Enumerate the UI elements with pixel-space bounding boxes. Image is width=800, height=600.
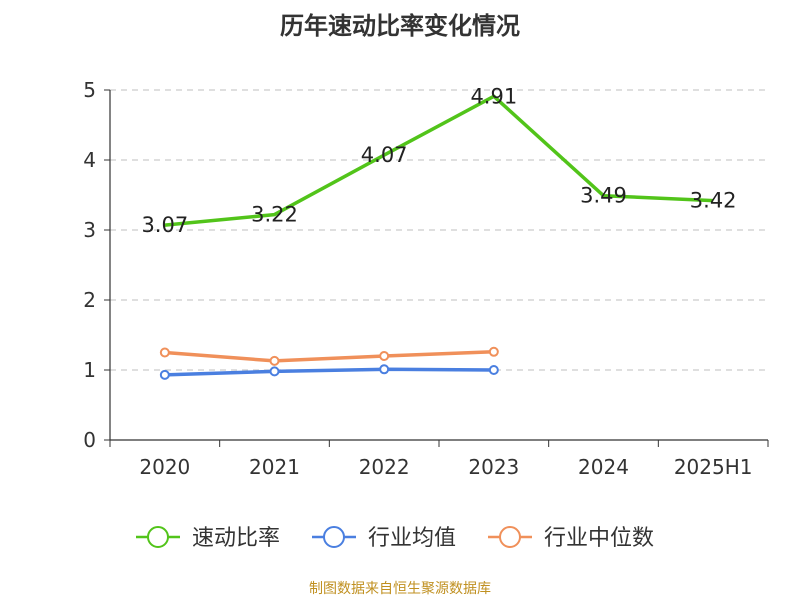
x-tick-label: 2024 <box>578 455 629 479</box>
data-label: 4.07 <box>361 143 408 167</box>
data-point[interactable] <box>379 364 390 375</box>
data-point[interactable] <box>159 369 170 380</box>
data-point[interactable] <box>488 365 499 375</box>
data-point[interactable] <box>269 355 280 366</box>
data-label: 3.22 <box>251 203 298 227</box>
legend-marker <box>499 526 521 548</box>
legend-marker <box>147 526 169 548</box>
y-tick-label: 5 <box>83 78 96 102</box>
data-label: 3.07 <box>141 213 188 237</box>
x-tick-label: 2023 <box>468 455 519 479</box>
y-tick-label: 0 <box>83 428 96 452</box>
x-tick-label: 2022 <box>359 455 410 479</box>
data-point[interactable] <box>379 351 390 361</box>
data-point[interactable] <box>269 366 280 377</box>
y-tick-label: 2 <box>83 288 96 312</box>
chart-title: 历年速动比率变化情况 <box>280 12 520 40</box>
y-tick-label: 4 <box>83 148 96 172</box>
legend-marker <box>323 526 345 548</box>
series-line-1 <box>164 94 714 227</box>
data-label: 4.91 <box>470 84 517 108</box>
x-tick-label: 2020 <box>139 455 190 479</box>
legend-label[interactable]: 速动比率 <box>192 526 280 551</box>
legend-label[interactable]: 行业均值 <box>368 526 456 551</box>
y-tick-label: 3 <box>83 218 96 242</box>
data-label: 3.49 <box>580 184 627 208</box>
y-tick-label: 1 <box>83 358 96 382</box>
legend-label[interactable]: 行业中位数 <box>544 526 654 551</box>
x-tick-label: 2021 <box>249 455 300 479</box>
data-point[interactable] <box>159 347 170 358</box>
data-point[interactable] <box>488 346 499 357</box>
series-line-2 <box>164 367 494 377</box>
series-line-3 <box>164 350 494 363</box>
data-label: 3.42 <box>690 189 737 213</box>
x-tick-label: 2025H1 <box>674 455 753 479</box>
source-note: 制图数据来自恒生聚源数据库 <box>309 581 491 597</box>
